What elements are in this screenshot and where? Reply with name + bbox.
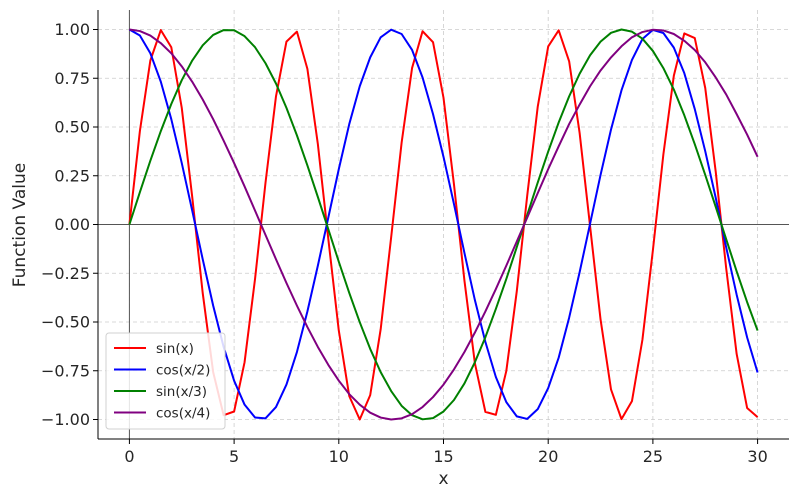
x-tick-label: 0 <box>124 447 134 466</box>
x-axis-label: x <box>438 469 448 489</box>
x-tick-label: 15 <box>433 447 453 466</box>
x-tick-label: 10 <box>329 447 349 466</box>
legend-label: cos(x/2) <box>156 363 210 379</box>
y-tick-label: −1.00 <box>41 410 90 429</box>
y-tick-label: 0.00 <box>54 215 90 234</box>
y-tick-label: 0.25 <box>54 166 90 185</box>
y-ticks: −1.00 −0.75 −0.50 −0.25 0.00 0.25 0.50 0.75 1.00 <box>41 20 98 429</box>
series-line <box>129 28 759 421</box>
x-tick-label: 5 <box>229 447 239 466</box>
series-layer <box>128 28 759 421</box>
legend-label: sin(x/3) <box>156 384 207 400</box>
y-axis-label: Function Value <box>10 163 30 287</box>
legend-label: cos(x/4) <box>156 406 210 422</box>
x-tick-label: 20 <box>538 447 558 466</box>
x-tick-label: 30 <box>747 447 767 466</box>
y-tick-label: −0.75 <box>41 361 90 380</box>
y-tick-label: 1.00 <box>54 20 90 39</box>
series-line <box>128 28 759 421</box>
y-tick-label: 0.75 <box>54 69 90 88</box>
y-tick-label: 0.50 <box>54 118 90 137</box>
legend: sin(x) cos(x/2) sin(x/3) cos(x/4) <box>105 332 226 430</box>
legend-box <box>105 332 226 430</box>
y-tick-label: −0.50 <box>41 313 90 332</box>
legend-label: sin(x) <box>156 341 194 357</box>
x-ticks: 0 5 10 15 20 25 30 <box>124 439 768 466</box>
series-line <box>128 29 759 421</box>
x-tick-label: 25 <box>643 447 663 466</box>
y-tick-label: −0.25 <box>41 264 90 283</box>
